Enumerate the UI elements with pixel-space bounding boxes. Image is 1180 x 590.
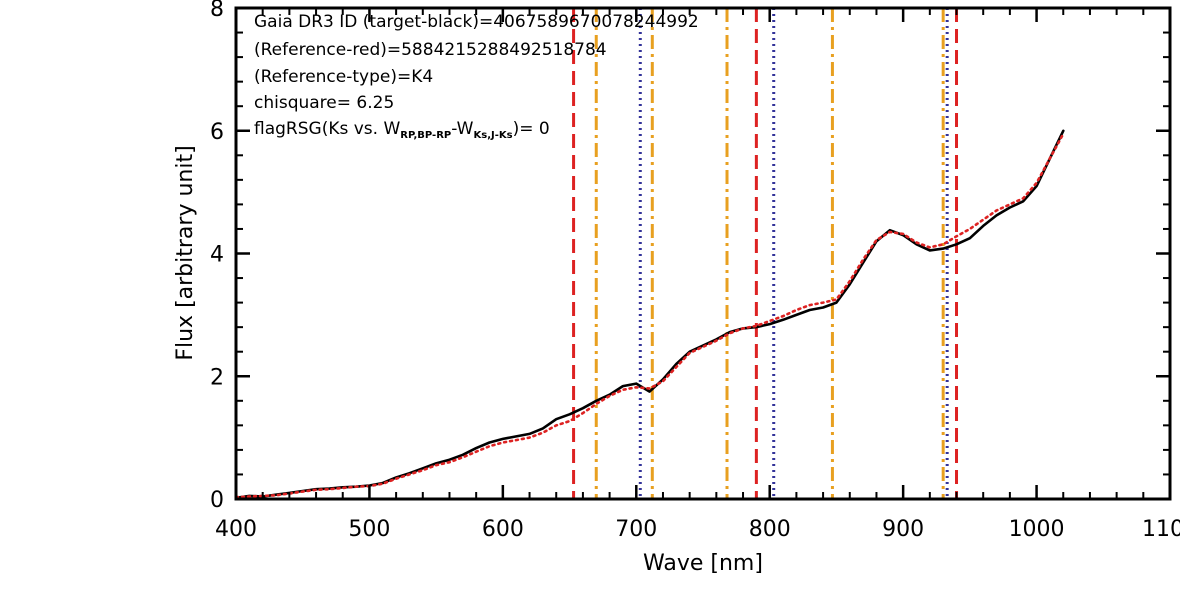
y-tick-label: 4 bbox=[210, 243, 224, 268]
annotation-flagrsg-prefix: flagRSG(Ks vs. W bbox=[254, 119, 400, 139]
x-tick-label: 900 bbox=[882, 517, 924, 542]
annotation-flagrsg-suffix: )= 0 bbox=[513, 119, 550, 139]
annotation-reference-type: (Reference-type)=K4 bbox=[254, 67, 433, 87]
annotation-block: Gaia DR3 ID (target-black)=4067589670078… bbox=[254, 12, 699, 141]
x-tick-label: 600 bbox=[482, 517, 524, 542]
annotation-chisquare: chisquare= 6.25 bbox=[254, 93, 394, 113]
x-tick-label: 1000 bbox=[1009, 517, 1065, 542]
y-tick-label: 2 bbox=[210, 365, 224, 390]
y-tick-label: 6 bbox=[210, 120, 224, 145]
y-tick-label: 8 bbox=[210, 0, 224, 22]
x-tick-label: 400 bbox=[215, 517, 257, 542]
series-reference-line bbox=[234, 132, 1065, 499]
annotation-flagrsg-sub1: RP,BP-RP bbox=[400, 130, 451, 141]
annotation-reference-red: (Reference-red)=5884215288492518784 bbox=[254, 40, 607, 60]
annotation-flagrsg: flagRSG(Ks vs. WRP,BP-RP-WKs,J-Ks)= 0 bbox=[254, 119, 550, 141]
series-target-line bbox=[234, 129, 1065, 500]
series-group bbox=[234, 129, 1065, 500]
annotation-flagrsg-sub2: Ks,J-Ks bbox=[474, 130, 513, 141]
y-axis-title: Flux [arbitrary unit] bbox=[173, 145, 198, 360]
x-axis-title: Wave [nm] bbox=[643, 551, 763, 576]
x-tick-label: 700 bbox=[615, 517, 657, 542]
annotation-flagrsg-mid: -W bbox=[451, 119, 473, 139]
x-tick-label: 500 bbox=[348, 517, 390, 542]
annotation-gaia-id: Gaia DR3 ID (target-black)=4067589670078… bbox=[254, 12, 699, 32]
vertical-lines-group bbox=[572, 8, 959, 499]
x-tick-label: 800 bbox=[749, 517, 791, 542]
y-tick-label: 0 bbox=[210, 488, 224, 513]
